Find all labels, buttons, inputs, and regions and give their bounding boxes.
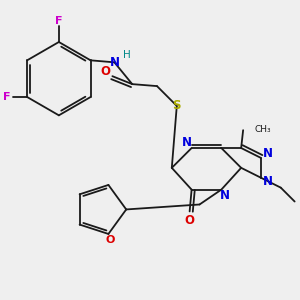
Text: O: O (184, 214, 195, 227)
Text: F: F (55, 16, 63, 26)
Text: S: S (172, 99, 181, 112)
Text: O: O (100, 65, 110, 78)
Text: H: H (123, 50, 131, 60)
Text: N: N (182, 136, 192, 148)
Text: O: O (106, 235, 115, 245)
Text: F: F (3, 92, 10, 102)
Text: N: N (263, 175, 273, 188)
Text: CH₃: CH₃ (254, 125, 271, 134)
Text: N: N (263, 148, 273, 160)
Text: N: N (110, 56, 119, 69)
Text: N: N (220, 189, 230, 202)
